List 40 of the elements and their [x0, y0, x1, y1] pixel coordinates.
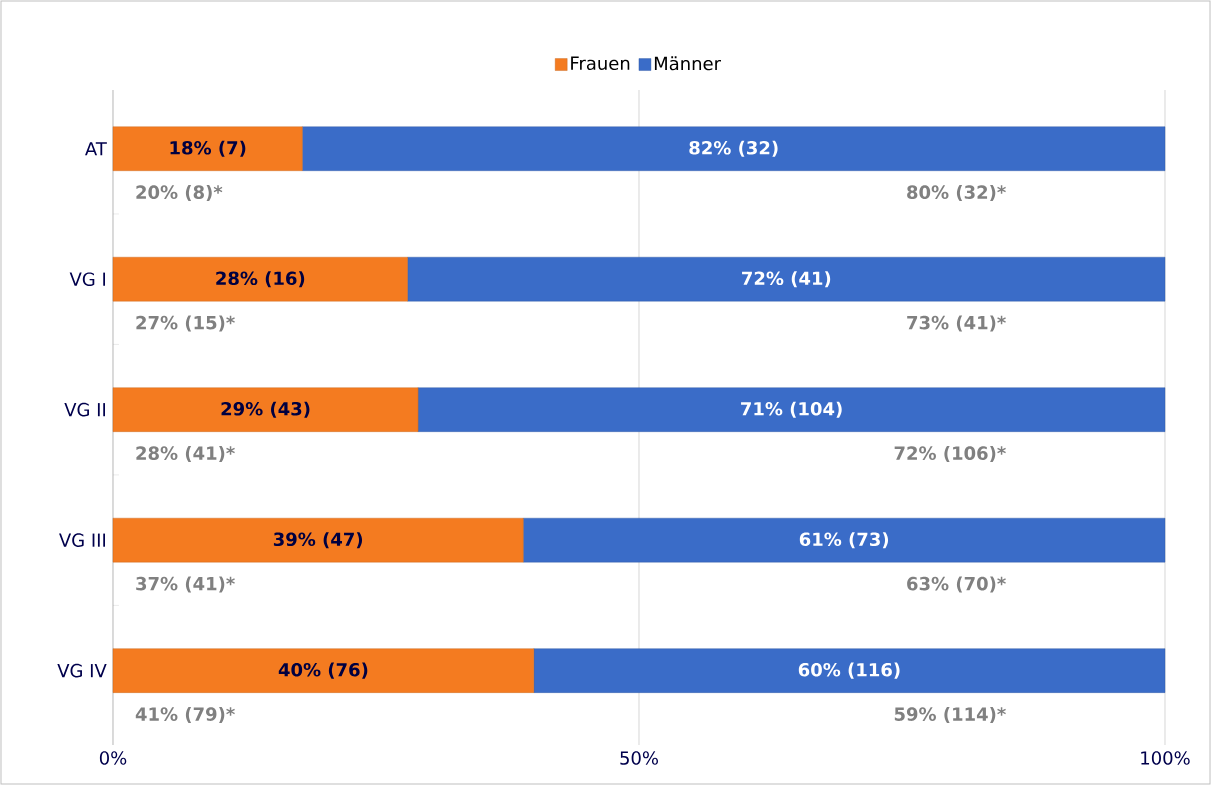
x-tick-label: 50%: [620, 751, 658, 765]
y-tick-label: VG III: [59, 533, 106, 547]
annotation: 80% (32)*: [907, 185, 1006, 202]
annotation: 63% (70)*: [907, 576, 1006, 593]
x-tick-label: 100%: [1141, 751, 1190, 765]
bar: [417, 387, 1166, 432]
data-label: 40% (76): [278, 662, 368, 679]
bar: [112, 648, 534, 693]
bar: [533, 648, 1166, 693]
data-label: 61% (73): [799, 532, 889, 549]
bar: [407, 257, 1166, 302]
bar: [523, 517, 1166, 563]
data-label: 28% (16): [216, 271, 305, 288]
annotation: 72% (106)*: [894, 446, 1006, 463]
bar: [112, 257, 408, 302]
data-label: 39% (47): [273, 532, 363, 549]
bar: [112, 387, 419, 432]
data-label: 71% (104): [741, 401, 842, 418]
annotation: 27% (15)*: [136, 315, 235, 332]
data-label: 60% (116): [798, 662, 900, 679]
annotation: 73% (41)*: [907, 315, 1006, 332]
legend-label: Männer: [654, 56, 722, 71]
y-tick-label: VG II: [64, 402, 106, 417]
y-tick-label: AT: [85, 142, 107, 156]
data-label: 72% (41): [742, 271, 831, 288]
data-label: 29% (43): [221, 401, 310, 418]
annotation: 20% (8)*: [136, 185, 223, 202]
data-label: 18% (7): [170, 140, 246, 157]
annotation: 37% (41)*: [136, 576, 235, 593]
annotation: 28% (41)*: [136, 446, 235, 463]
bar: [112, 517, 524, 563]
bar: [302, 126, 1166, 171]
annotation: 41% (79)*: [135, 706, 235, 724]
bar: [112, 126, 303, 171]
annotation: 59% (114)*: [894, 706, 1006, 724]
data-label: 82% (32): [689, 140, 778, 157]
x-tick-label: 0%: [99, 751, 127, 765]
legend-label: Frauen: [571, 56, 630, 70]
y-tick-label: VG IV: [57, 663, 107, 678]
y-tick-label: VG I: [69, 272, 106, 286]
